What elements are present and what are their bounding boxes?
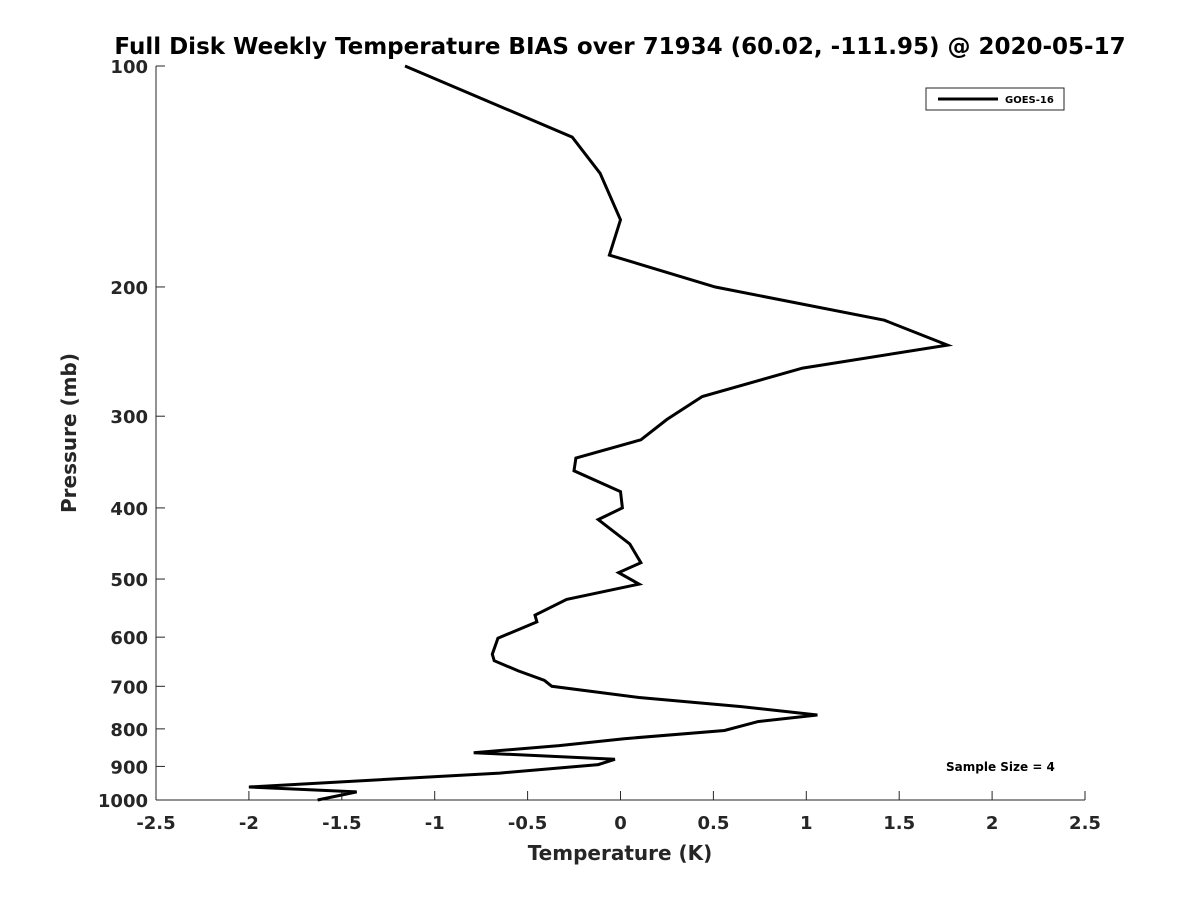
- x-tick-label: -1: [425, 813, 445, 834]
- y-tick-label: 200: [110, 278, 148, 299]
- x-axis-label: Temperature (K): [528, 841, 713, 865]
- y-tick-label: 700: [110, 677, 148, 698]
- y-tick-label: 400: [110, 499, 148, 520]
- series-layer: [248, 64, 954, 802]
- y-tick-label: 900: [110, 757, 148, 778]
- x-tick-label: 0.5: [697, 813, 729, 834]
- x-tick-label: 0: [614, 813, 627, 834]
- x-tick-label: 2: [986, 813, 999, 834]
- y-axis-label: Pressure (mb): [57, 353, 81, 513]
- y-tick-label: 500: [110, 570, 148, 591]
- sample-size-annotation: Sample Size = 4: [946, 760, 1055, 774]
- legend-label-goes-16: GOES-16: [1005, 95, 1054, 106]
- x-tick-label: 1: [800, 813, 813, 834]
- y-tick-label: 800: [110, 720, 148, 741]
- x-tick-label: -0.5: [508, 813, 547, 834]
- x-tick-label: 1.5: [883, 813, 915, 834]
- x-axis-ticks: -2.5 -2 -1.5 -1 -0.5 0 0.5 1 1.5 2 2.5: [136, 791, 1101, 834]
- y-tick-label: 300: [110, 407, 148, 428]
- y-tick-label: 600: [110, 628, 148, 649]
- x-tick-label: -1.5: [322, 813, 361, 834]
- x-tick-label: -2.5: [136, 813, 175, 834]
- y-axis-ticks: 100 200 300 400 500 600 700 800 900 1000: [98, 57, 165, 812]
- chart-title: Full Disk Weekly Temperature BIAS over 7…: [114, 34, 1125, 60]
- y-tick-label: 100: [110, 57, 148, 78]
- series-line-goes-16: [248, 64, 954, 802]
- legend: GOES-16: [925, 87, 1065, 111]
- y-tick-label: 1000: [98, 791, 148, 812]
- x-tick-label: -2: [239, 813, 259, 834]
- x-tick-label: 2.5: [1069, 813, 1101, 834]
